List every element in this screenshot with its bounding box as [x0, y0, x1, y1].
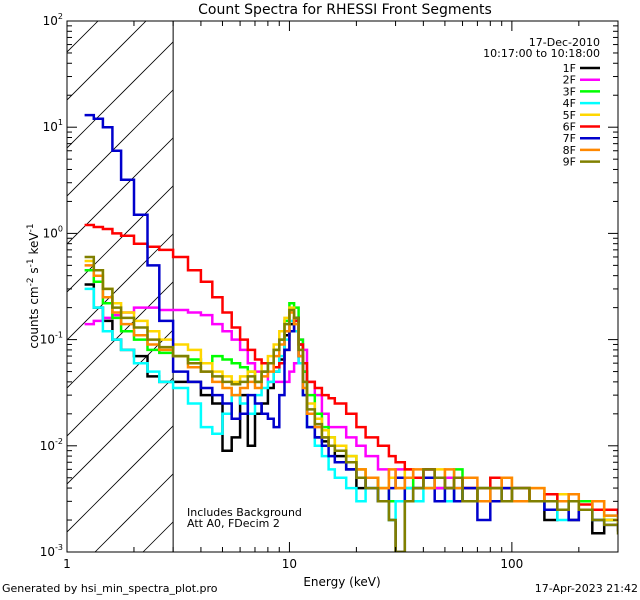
y-axis-label: counts cm-2 s-1 keV-1: [26, 223, 41, 348]
annotation-attenuator: Att A0, FDecim 2: [187, 517, 280, 530]
y-tick-label: 10-3: [40, 543, 63, 559]
hatch-line: [67, 21, 147, 101]
legend-label-9F: 9F: [563, 156, 576, 169]
svg-text:counts cm-2 s-1 keV-1: counts cm-2 s-1 keV-1: [26, 223, 41, 348]
series-layer: [84, 113, 618, 552]
annotation-background: Includes Background: [187, 506, 302, 519]
render-timestamp: 17-Apr-2023 21:42: [534, 582, 638, 595]
x-tick-label: 1: [63, 557, 71, 571]
axis-ticks: 1 10 100 10-3 10-2 10-1 100 101 102: [40, 12, 619, 571]
hatch-line: [67, 21, 195, 149]
legend-label-2F: 2F: [563, 74, 576, 87]
y-tick-label: 10-2: [40, 437, 63, 453]
y-tick-label: 10-1: [40, 331, 63, 347]
series-line-6F: [84, 223, 618, 517]
series-line-9F: [84, 255, 618, 552]
legend-label-8F: 8F: [563, 144, 576, 157]
generator-credit: Generated by hsi_min_spectra_plot.pro: [2, 582, 218, 595]
y-tick-label: 100: [43, 224, 63, 240]
date-label: 17-Dec-2010: [529, 36, 600, 49]
x-axis-label: Energy (keV): [303, 575, 380, 589]
chart-title: Count Spectra for RHESSI Front Segments: [198, 2, 492, 18]
x-tick-label: 10: [282, 557, 297, 571]
y-tick-label: 101: [43, 118, 63, 134]
x-tick-label: 100: [500, 557, 523, 571]
plot-frame: [66, 20, 619, 553]
legend-label-4F: 4F: [563, 97, 576, 110]
legend-label-3F: 3F: [563, 85, 576, 98]
legend-label-1F: 1F: [563, 62, 576, 75]
time-range-label: 10:17:00 to 10:18:00: [483, 47, 600, 60]
legend-label-6F: 6F: [563, 121, 576, 134]
legend-label-7F: 7F: [563, 132, 576, 145]
legend-label-5F: 5F: [563, 109, 576, 122]
y-tick-label: 102: [43, 12, 63, 28]
